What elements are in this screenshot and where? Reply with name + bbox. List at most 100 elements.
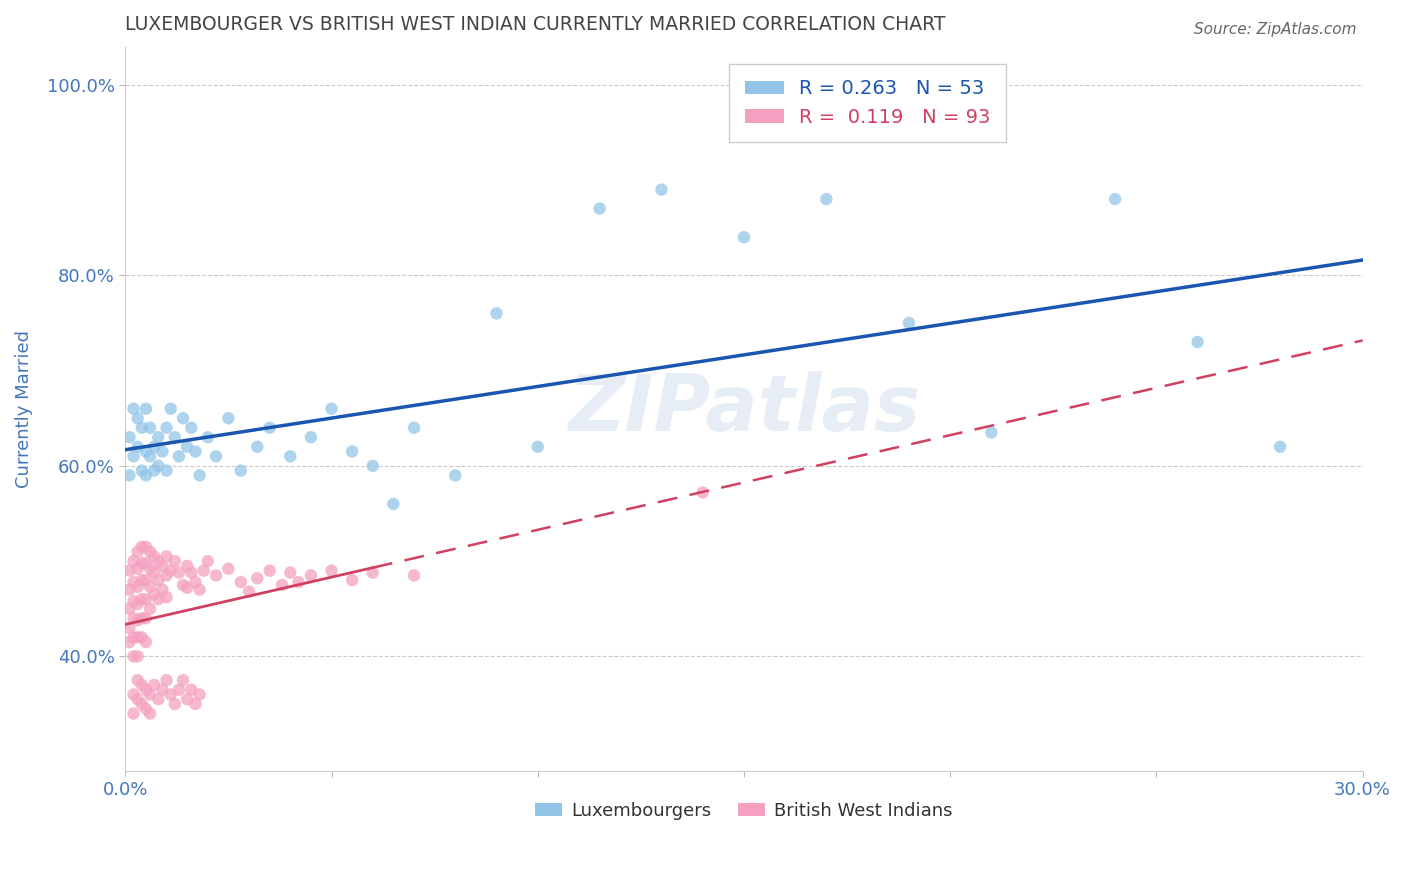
Point [148,554,170,568]
Point [402,421,425,435]
Point [122,554,145,568]
Point [526,440,548,454]
Point [143,549,166,564]
Point [155,568,177,582]
Point [176,440,198,454]
Point [127,649,149,664]
Point [122,630,145,644]
Point [131,592,153,607]
Point [122,688,145,702]
Point [172,673,194,688]
Point [299,568,322,582]
Point [184,575,207,590]
Point [259,564,281,578]
Point [155,549,177,564]
Point [159,564,181,578]
Point [118,601,141,615]
Point [167,566,190,580]
Point [172,411,194,425]
Point [299,430,322,444]
Point [139,601,162,615]
Point [588,202,610,216]
Point [180,421,202,435]
Point [159,688,181,702]
Point [229,464,252,478]
Point [118,468,141,483]
Point [135,556,157,570]
Point [176,558,198,573]
Point [135,468,157,483]
Point [444,468,467,483]
Point [188,468,211,483]
Point [184,444,207,458]
Point [271,578,294,592]
Point [135,635,157,649]
Point [287,575,309,590]
Point [122,649,145,664]
Point [155,591,177,605]
Point [139,562,162,576]
Point [897,316,920,330]
Point [1268,440,1291,454]
Point [135,611,157,625]
Point [143,678,166,692]
Point [1104,192,1126,206]
Point [815,192,838,206]
Point [176,581,198,595]
Point [143,440,166,454]
Point [148,573,170,587]
Point [148,458,170,473]
Point [131,697,153,711]
Point [180,682,202,697]
Point [692,485,714,500]
Point [127,597,149,611]
Point [1187,334,1209,349]
Point [122,706,145,721]
Point [127,692,149,706]
Point [127,440,149,454]
Point [135,573,157,587]
Point [152,558,174,573]
Point [193,564,215,578]
Point [148,430,170,444]
Point [205,568,228,582]
Point [139,580,162,594]
Point [139,688,162,702]
Point [127,544,149,558]
Point [205,450,228,464]
Point [485,306,508,320]
Point [155,464,177,478]
Point [167,682,190,697]
Point [172,578,194,592]
Point [143,566,166,580]
Point [127,673,149,688]
Point [122,450,145,464]
Point [131,630,153,644]
Point [197,554,219,568]
Point [131,421,153,435]
Text: LUXEMBOURGER VS BRITISH WEST INDIAN CURRENTLY MARRIED CORRELATION CHART: LUXEMBOURGER VS BRITISH WEST INDIAN CURR… [125,15,946,34]
Point [131,540,153,554]
Point [131,611,153,625]
Point [197,430,219,444]
Point [259,421,281,435]
Point [135,702,157,716]
Point [131,556,153,570]
Point [135,592,157,607]
Point [321,564,343,578]
Point [131,464,153,478]
Point [131,678,153,692]
Point [135,682,157,697]
Text: Source: ZipAtlas.com: Source: ZipAtlas.com [1194,22,1357,37]
Legend: Luxembourgers, British West Indians: Luxembourgers, British West Indians [527,795,960,827]
Point [163,697,186,711]
Point [402,568,425,582]
Point [135,540,157,554]
Point [361,566,384,580]
Point [278,450,301,464]
Point [152,682,174,697]
Point [188,582,211,597]
Point [152,582,174,597]
Text: ZIPatlas: ZIPatlas [568,371,920,447]
Point [152,444,174,458]
